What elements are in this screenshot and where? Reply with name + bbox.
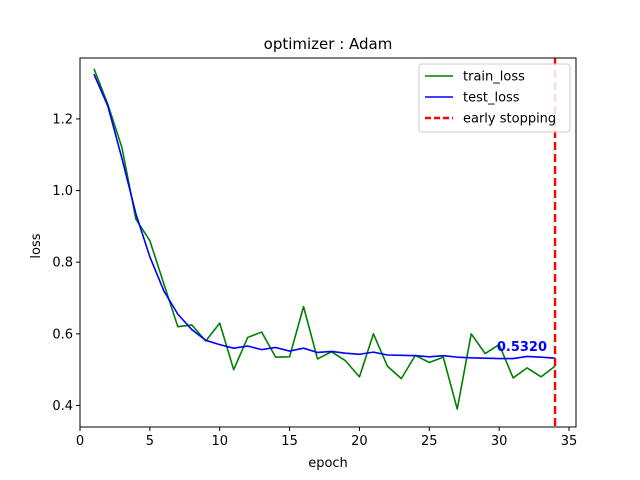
x-tick-label: 20 xyxy=(351,434,368,449)
x-tick-label: 15 xyxy=(281,434,298,449)
y-tick-label: 1.0 xyxy=(52,184,73,199)
y-tick-label: 1.2 xyxy=(52,112,73,127)
y-tick-label: 0.8 xyxy=(52,256,73,271)
legend-label-early-stopping: early stopping xyxy=(463,112,556,127)
x-axis-label: epoch xyxy=(308,456,348,471)
series-line-test-loss xyxy=(93,73,556,360)
axes-frame xyxy=(79,57,577,428)
legend-box xyxy=(418,63,571,133)
axes: 0 5 10 15 20 25 30 35 0.4 0.6 0.8 1.0 1.2 xyxy=(52,57,578,449)
x-tick-label: 5 xyxy=(146,434,154,449)
x-tick-label: 35 xyxy=(561,434,578,449)
final-loss-annotation: 0.5320 xyxy=(497,340,547,355)
y-tick-label: 0.4 xyxy=(52,399,73,414)
x-tick-label: 10 xyxy=(211,434,228,449)
x-tick-label: 30 xyxy=(491,434,508,449)
y-tick-label: 0.6 xyxy=(52,327,73,342)
chart-title: optimizer : Adam xyxy=(264,35,393,53)
x-tick-label: 25 xyxy=(421,434,438,449)
legend-label-train-loss: train_loss xyxy=(463,70,525,85)
legend-label-test-loss: test_loss xyxy=(463,91,520,106)
x-tick-label: 0 xyxy=(76,434,84,449)
y-axis-label: loss xyxy=(29,233,44,258)
series-line-train-loss xyxy=(93,68,556,410)
